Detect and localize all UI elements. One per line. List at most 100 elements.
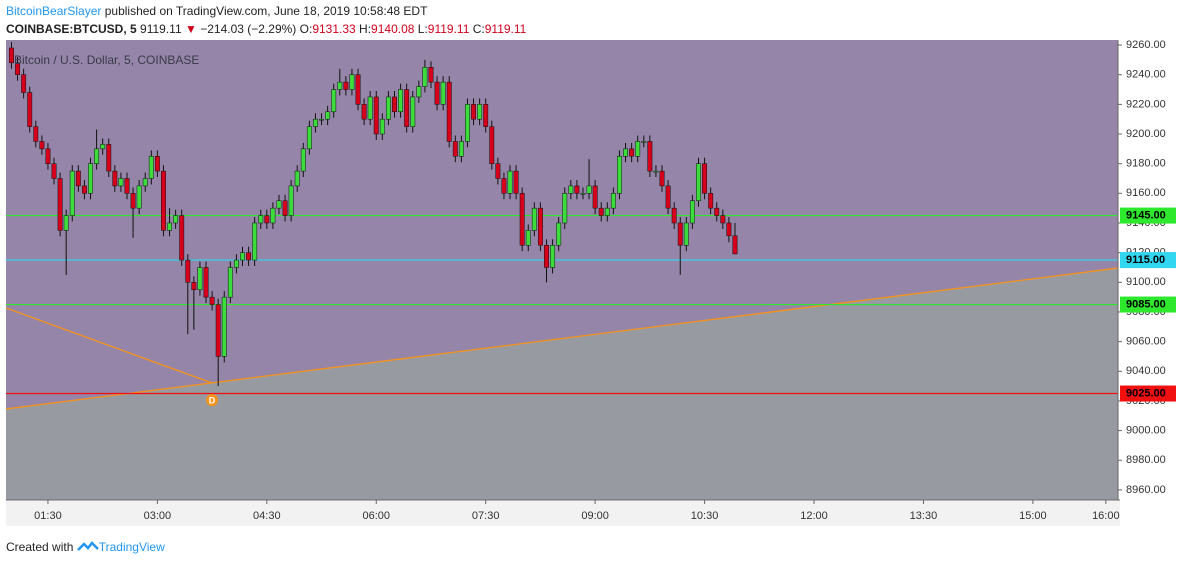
candle-body — [677, 222, 683, 246]
candle-body — [556, 222, 562, 246]
candle-body — [537, 207, 543, 246]
candle-body — [124, 178, 130, 194]
y-tick-label: 9200.00 — [1126, 128, 1166, 140]
candle-body — [264, 215, 270, 224]
level-label-box — [1120, 252, 1176, 269]
candle-body — [51, 163, 57, 179]
chart: D 8960.008980.009000.009020.009040.00906… — [6, 39, 1176, 526]
level-label: 9115.00 — [1126, 254, 1165, 266]
symbol: COINBASE:BTCUSD, 5 — [6, 22, 137, 36]
level-label: 9145.00 — [1126, 209, 1166, 221]
candle-body — [88, 163, 93, 194]
candle-body — [428, 67, 434, 83]
y-tick-label: 9040.00 — [1126, 365, 1166, 377]
candle-body — [45, 148, 51, 164]
x-tick-label: 13:30 — [910, 510, 938, 522]
candle-body — [458, 141, 464, 157]
footer: Created with TradingView — [6, 539, 165, 554]
candle-body — [665, 185, 671, 209]
candle-body — [501, 178, 507, 194]
candle-body — [343, 81, 349, 90]
candle-body — [179, 215, 185, 261]
o-label: O: — [299, 22, 313, 36]
x-ticks: 01:30 03:00 04:30 06:00 07:30 09:00 10:30 12:00… — [34, 500, 1120, 522]
footer-prefix: Created with — [6, 540, 74, 554]
level-label: 9025.00 — [1126, 387, 1166, 399]
candle-body — [185, 259, 191, 283]
candle-body — [27, 92, 33, 127]
l-label: L: — [417, 22, 428, 36]
x-tick-label: 01:30 — [34, 510, 62, 522]
candle-body — [483, 104, 489, 127]
candle-body — [270, 207, 276, 224]
candle-body — [294, 170, 300, 187]
y-tick-label: 9240.00 — [1126, 69, 1166, 81]
candle-body — [367, 96, 373, 120]
y-tick-label: 8980.00 — [1126, 454, 1166, 466]
candle-body — [507, 170, 513, 194]
candle-body — [154, 156, 160, 172]
candle-body — [513, 170, 519, 194]
candle-body — [209, 296, 215, 305]
candle-body — [300, 148, 306, 172]
candle-body — [106, 144, 112, 172]
candle-body — [410, 96, 416, 127]
level-label-box — [1120, 385, 1176, 402]
candle-body — [434, 81, 440, 105]
candle-body — [325, 111, 331, 120]
legend: Bitcoin / U.S. Dollar, 5, COINBASE — [14, 53, 199, 67]
candle-body — [477, 104, 483, 120]
h-value: 9140.08 — [371, 22, 415, 36]
annotation-marker — [205, 394, 218, 407]
candle-body — [337, 81, 343, 90]
x-tick-label: 09:00 — [581, 510, 609, 522]
candle-body — [191, 282, 197, 290]
candle-body — [702, 163, 708, 194]
candle-body — [173, 215, 179, 224]
l-value: 9119.11 — [427, 22, 470, 36]
candle-body — [544, 244, 549, 268]
candle-body — [398, 89, 404, 113]
candle-body — [531, 207, 537, 231]
candle-body — [659, 170, 665, 187]
candle-body — [683, 222, 689, 246]
header-line: BitcoinBearSlayer published on TradingVi… — [6, 4, 427, 18]
change-arrow: ▼ — [184, 22, 197, 36]
candle-body — [240, 252, 245, 261]
x-tick-label: 16:00 — [1092, 510, 1120, 522]
x-tick-label: 15:00 — [1019, 510, 1047, 522]
candle-body — [446, 81, 452, 142]
candle-body — [629, 148, 635, 157]
candle-body — [148, 156, 154, 179]
candle-body — [568, 185, 574, 194]
candle-body — [647, 141, 653, 172]
candle-body — [69, 170, 75, 216]
candle-body — [118, 178, 124, 187]
candle-body — [161, 170, 166, 231]
candle-body — [233, 259, 239, 268]
publisher: BitcoinBearSlayer — [6, 4, 102, 18]
annotation-label: D — [209, 395, 216, 405]
candle-body — [167, 222, 172, 231]
candle-body — [136, 185, 142, 209]
candle-body — [623, 148, 628, 157]
candle-body — [100, 144, 106, 150]
candle-body — [221, 296, 227, 357]
candle-body — [379, 118, 385, 135]
candle-body — [598, 207, 604, 216]
x-tick-label: 10:30 — [691, 510, 719, 522]
candle-body — [519, 193, 525, 246]
candle-body — [562, 193, 568, 224]
candle-body — [288, 185, 294, 216]
candle-body — [313, 118, 318, 127]
logo — [76, 541, 99, 551]
candle-body — [465, 104, 470, 142]
candle-body — [586, 185, 592, 194]
candle-body — [81, 185, 87, 194]
x-tick-label: 06:00 — [362, 510, 390, 522]
trendline — [6, 267, 1118, 410]
candle-body — [258, 215, 264, 224]
candle-body — [252, 222, 258, 261]
candle-body — [197, 267, 203, 290]
o-value: 9131.33 — [312, 22, 356, 36]
